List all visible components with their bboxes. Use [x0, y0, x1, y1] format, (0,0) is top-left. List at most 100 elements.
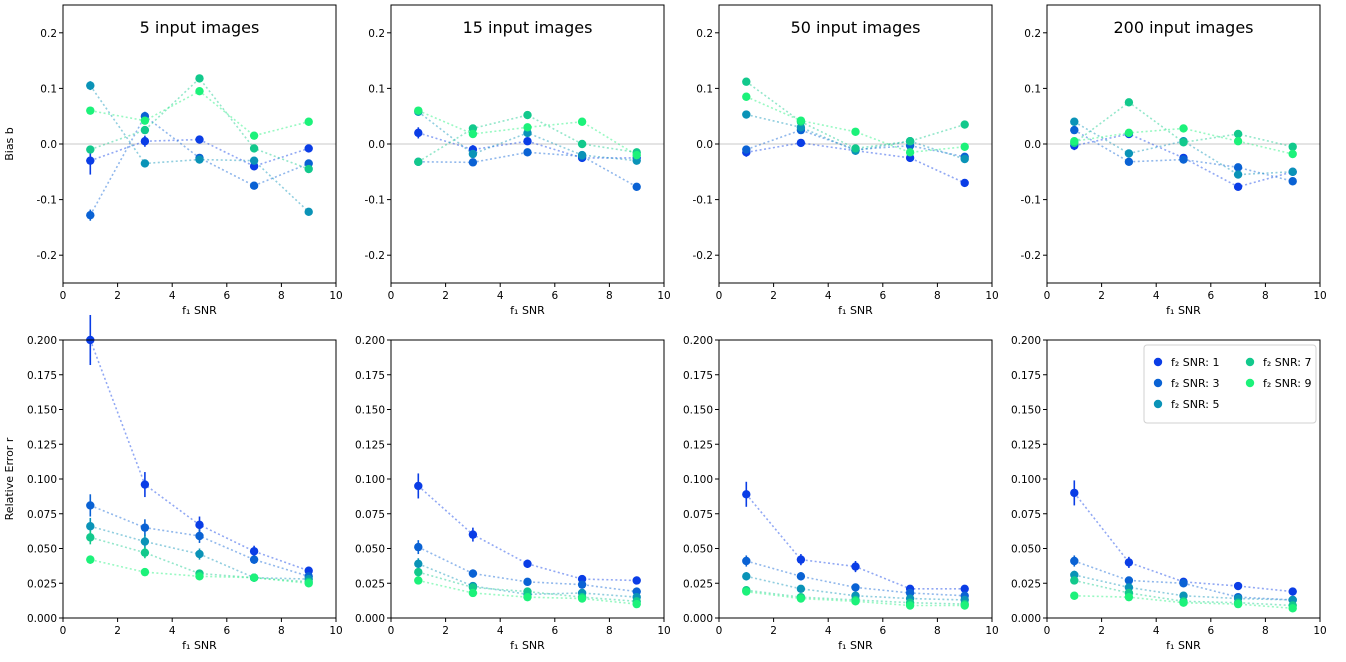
data-point	[1124, 576, 1134, 585]
chart-panel-4: 0 2 4 6 8 10 -0.2 -0.1 0.0 0.1 0.2 f₁ SNR 200 input …	[1021, 4, 1327, 317]
y-tick-label: 0.0	[368, 139, 385, 151]
series-line	[746, 142, 966, 184]
chart-panel-7: 0 2 4 6 8 10 0.000 0.025 0.050 0.075 0.100 0.125 0.1…	[683, 335, 999, 652]
axes-frame	[390, 4, 665, 284]
series-2	[414, 148, 641, 192]
data-point	[1233, 129, 1243, 139]
data-point	[414, 567, 423, 577]
data-point	[1179, 124, 1188, 133]
y-tick-label: 0.2	[1024, 28, 1041, 40]
data-point	[86, 210, 95, 220]
axes-frame	[62, 4, 337, 284]
series-line	[746, 129, 965, 158]
y-tick-label: 0.150	[1011, 405, 1041, 417]
data-point	[960, 584, 969, 594]
data-point	[140, 125, 150, 135]
y-tick-label: -0.1	[1021, 195, 1042, 207]
data-point	[468, 129, 478, 139]
series-5	[414, 106, 641, 160]
legend-box	[1143, 344, 1317, 424]
series-4	[742, 77, 969, 153]
x-tick-label: 8	[934, 625, 941, 637]
x-tick-label: 4	[1153, 290, 1160, 302]
y-axis-label: Relative Error r	[3, 437, 16, 520]
x-tick-label: 2	[1098, 290, 1105, 302]
series-line	[90, 558, 309, 585]
series-line	[1074, 574, 1293, 601]
x-tick-label: 2	[114, 625, 121, 637]
data-point	[1070, 117, 1079, 126]
data-point	[1288, 149, 1297, 159]
series-line	[418, 151, 638, 188]
data-point	[1288, 177, 1297, 186]
y-tick-label: 0.1	[696, 83, 713, 95]
axes-frame	[1046, 4, 1321, 284]
data-point	[195, 520, 204, 530]
data-point	[1124, 128, 1134, 138]
x-axis-label: f₁ SNR	[182, 304, 217, 317]
x-axis-label: f₁ SNR	[510, 639, 545, 652]
data-point	[796, 584, 806, 594]
series-3	[86, 81, 313, 217]
data-point	[86, 81, 95, 90]
data-point	[86, 106, 95, 115]
series-line	[746, 575, 965, 601]
x-tick-label: 8	[934, 290, 941, 302]
data-point	[1179, 579, 1188, 588]
data-point	[796, 116, 806, 125]
data-point	[414, 157, 423, 166]
data-point	[632, 182, 641, 192]
data-point	[304, 164, 313, 174]
data-point	[140, 116, 150, 125]
chart-title: 15 input images	[463, 18, 593, 37]
x-tick-label: 6	[1207, 290, 1214, 302]
data-point	[523, 148, 532, 157]
y-tick-label: 0.050	[355, 544, 385, 556]
series-line	[418, 579, 637, 605]
y-tick-label: -0.2	[37, 250, 58, 262]
data-point	[1179, 155, 1188, 164]
y-tick-label: 0.175	[27, 370, 57, 382]
series-line	[745, 493, 965, 590]
series-line	[746, 113, 965, 160]
y-tick-label: 0.000	[1011, 613, 1041, 625]
data-point	[905, 601, 915, 610]
data-point	[796, 138, 806, 148]
x-tick-label: 8	[606, 290, 613, 302]
data-point	[523, 559, 532, 568]
x-tick-label: 6	[551, 290, 558, 302]
data-point	[304, 579, 313, 588]
data-point	[960, 154, 969, 164]
data-point	[86, 533, 95, 542]
data-point	[1233, 581, 1243, 591]
legend: f₂ SNR: 1 f₂ SNR: 3 f₂ SNR: 5 f₂ SNR: 7 f₂ S…	[1143, 344, 1317, 424]
series-1	[1070, 480, 1297, 596]
x-tick-label: 8	[278, 625, 285, 637]
data-point	[1124, 149, 1134, 158]
data-point	[468, 569, 478, 578]
y-tick-label: 0.075	[27, 509, 57, 521]
data-point	[1233, 170, 1243, 179]
x-tick-label: 8	[278, 290, 285, 302]
y-tick-label: -0.1	[693, 195, 714, 207]
data-point	[414, 576, 423, 585]
x-tick-label: 0	[388, 625, 395, 637]
data-point	[851, 144, 860, 153]
data-point	[86, 145, 95, 154]
data-point	[577, 594, 587, 603]
chart-panel-2: 0 2 4 6 8 10 -0.2 -0.1 0.0 0.1 0.2 f₁ SNR 15 input i…	[365, 4, 671, 317]
series-line	[1074, 579, 1293, 607]
data-point	[86, 555, 95, 564]
data-point	[468, 149, 478, 159]
data-point	[468, 158, 478, 167]
data-point	[86, 501, 95, 510]
y-tick-label: 0.050	[27, 544, 57, 556]
chart-panel-6: 0 2 4 6 8 10 0.000 0.025 0.050 0.075 0.100 0.125 0.1…	[355, 335, 671, 652]
y-tick-label: 0.175	[355, 370, 385, 382]
data-point	[249, 131, 259, 140]
series-line	[90, 536, 309, 583]
y-tick-label: 0.0	[696, 139, 713, 151]
data-point	[304, 207, 313, 217]
data-point	[1070, 125, 1079, 135]
y-tick-label: 0.125	[355, 439, 385, 451]
